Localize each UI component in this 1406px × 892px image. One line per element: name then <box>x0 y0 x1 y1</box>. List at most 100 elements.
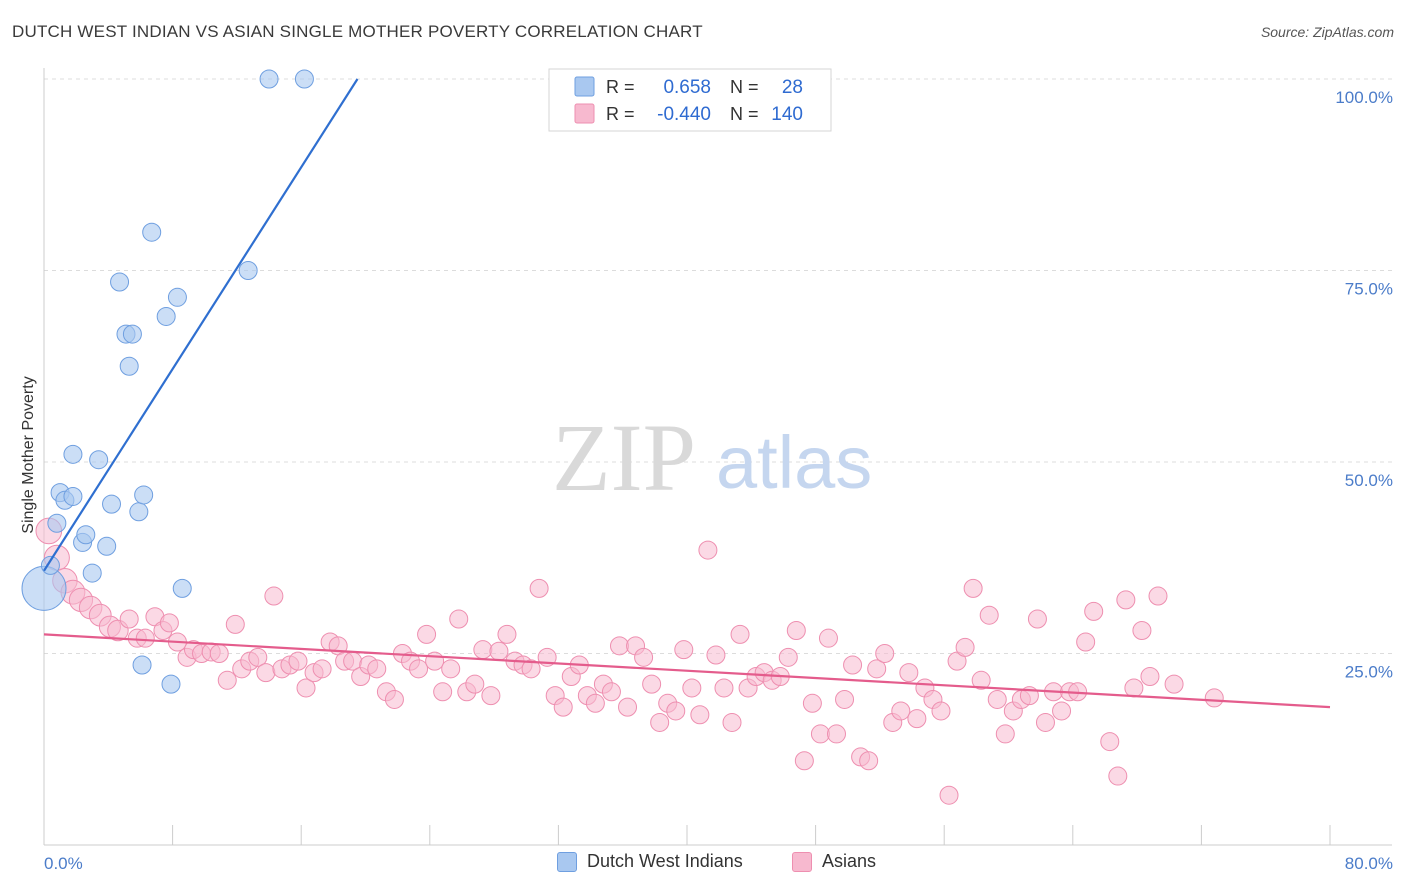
dutch-west-indian-point <box>110 272 130 292</box>
asian-point <box>417 624 437 644</box>
asian-point <box>585 693 605 713</box>
asian-point <box>1052 701 1072 721</box>
watermark: ZIP atlas <box>552 404 872 511</box>
y-tick-label: 25.0% <box>1345 663 1393 682</box>
asian-trend-line <box>43 633 1331 709</box>
dutch-west-indian-point <box>161 674 181 694</box>
asian-point <box>1140 666 1160 686</box>
asian-point <box>618 697 638 717</box>
dutch-west-indian-point <box>238 261 258 280</box>
asian-point <box>553 697 573 717</box>
asian-point <box>433 682 453 702</box>
legend-box <box>548 68 832 132</box>
dutch-west-indian-point <box>21 565 67 611</box>
bottom-legend-item-dutch-west-indians: Dutch West Indians <box>557 851 743 872</box>
asian-point <box>1035 712 1055 732</box>
y-tick-label: 50.0% <box>1345 471 1393 490</box>
asian-point <box>384 689 404 709</box>
dutch-west-indian-point <box>132 655 152 675</box>
asian-point <box>979 605 999 625</box>
asian-point <box>955 637 975 657</box>
asian-point <box>650 712 670 732</box>
asian-point <box>288 651 308 671</box>
asian-point <box>818 628 838 648</box>
bottom-legend-swatch-asians <box>792 851 812 872</box>
bottom-legend-label-dutch-west-indians: Dutch West Indians <box>587 851 743 871</box>
legend-r-label-2: R = <box>606 104 635 124</box>
asian-point <box>987 689 1007 709</box>
y-tick-labels: 25.0% 50.0% 75.0% 100.0% <box>1335 88 1393 682</box>
asian-point <box>1132 621 1152 641</box>
asian-point <box>489 641 509 661</box>
asian-point <box>1116 590 1136 610</box>
asian-point <box>609 636 629 656</box>
dutch-west-indian-point <box>102 494 122 514</box>
dutch-west-indian-point <box>76 525 96 545</box>
asian-point <box>899 663 919 683</box>
dutch-west-indian-point <box>63 444 83 464</box>
trend-lines <box>43 78 1331 709</box>
dutch-west-indian-trend-line <box>43 78 359 572</box>
legend-swatch-asians <box>574 103 595 124</box>
asian-point <box>256 663 276 683</box>
dutch-west-indian-point <box>119 356 139 376</box>
asian-point <box>698 540 718 560</box>
dutch-west-indian-point <box>156 306 176 326</box>
asian-point <box>1108 766 1128 786</box>
asian-point <box>971 670 991 690</box>
asian-point <box>1076 632 1096 652</box>
y-axis-label: Single Mother Poverty <box>20 376 37 533</box>
asian-point <box>682 678 702 698</box>
asian-point <box>794 751 814 771</box>
asian-point <box>135 628 155 648</box>
asian-point <box>867 659 887 679</box>
asian-point <box>690 705 710 725</box>
watermark-zip: ZIP <box>552 404 696 511</box>
asian-point <box>939 785 959 805</box>
dutch-west-indian-point <box>63 486 83 506</box>
x-tick-labels: 0.0% 80.0% <box>44 854 1393 873</box>
asian-point <box>264 586 284 606</box>
asian-point <box>802 693 822 713</box>
asian-point <box>843 655 863 675</box>
asian-point <box>1027 609 1047 629</box>
asian-point <box>248 647 268 667</box>
asian-point <box>465 674 485 694</box>
x-tick-label: 0.0% <box>44 854 83 873</box>
asian-point <box>666 701 686 721</box>
legend-n-label-2: N = <box>730 104 759 124</box>
bottom-legend-swatch-dutch-west-indians <box>557 851 577 872</box>
asian-point <box>963 578 983 598</box>
asian-point <box>449 609 469 629</box>
dutch-west-indian-point <box>82 563 102 583</box>
asian-point <box>859 751 879 771</box>
legend-n-value-2: 140 <box>771 104 803 125</box>
asian-point <box>706 645 726 665</box>
chart-title: DUTCH WEST INDIAN VS ASIAN SINGLE MOTHER… <box>12 22 703 41</box>
watermark-atlas: atlas <box>716 421 872 504</box>
asian-point <box>810 724 830 744</box>
dutch-west-indian-point <box>129 502 149 522</box>
dutch-west-indian-point <box>294 69 314 89</box>
dutch-west-indian-point <box>47 513 67 533</box>
bottom-legend-item-asians: Asians <box>792 851 876 872</box>
asian-point <box>995 724 1015 744</box>
asian-point <box>601 682 621 702</box>
asian-point <box>1100 732 1120 752</box>
asian-point <box>891 701 911 721</box>
dutch-west-indian-point <box>167 287 187 307</box>
legend-r-value-1: 0.658 <box>663 77 711 98</box>
y-tick-label: 100.0% <box>1335 88 1393 107</box>
asian-point <box>786 621 806 641</box>
asian-point <box>367 659 387 679</box>
asian-point <box>529 578 549 598</box>
asian-points <box>35 517 1224 805</box>
dutch-west-indian-point <box>40 555 60 575</box>
legend-r-value-2: -0.440 <box>657 104 711 125</box>
stats-legend: R = 0.658 N = 28 R = -0.440 N = 140 <box>548 68 832 132</box>
dutch-west-indian-point <box>172 578 192 598</box>
asian-point <box>730 624 750 644</box>
asian-point <box>634 647 654 667</box>
asian-point <box>826 724 846 744</box>
asian-point <box>1124 678 1144 698</box>
